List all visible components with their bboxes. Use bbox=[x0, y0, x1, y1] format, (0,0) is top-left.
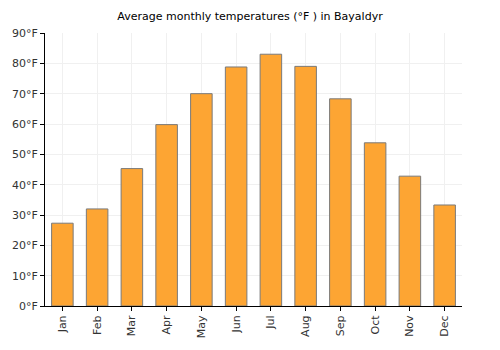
svg-text:Apr: Apr bbox=[160, 315, 173, 335]
svg-text:Mar: Mar bbox=[125, 315, 138, 336]
svg-text:Aug: Aug bbox=[299, 315, 312, 336]
svg-text:Sep: Sep bbox=[334, 315, 347, 336]
svg-text:Jan: Jan bbox=[56, 315, 69, 333]
svg-text:Dec: Dec bbox=[438, 315, 451, 336]
svg-text:70°F: 70°F bbox=[12, 88, 38, 101]
svg-text:Average monthly temperatures (: Average monthly temperatures (°F ) in Ba… bbox=[117, 10, 383, 23]
svg-text:60°F: 60°F bbox=[12, 118, 38, 131]
svg-text:10°F: 10°F bbox=[12, 270, 38, 283]
svg-text:20°F: 20°F bbox=[12, 239, 38, 252]
svg-text:30°F: 30°F bbox=[12, 209, 38, 222]
svg-text:Jun: Jun bbox=[230, 315, 243, 333]
svg-text:90°F: 90°F bbox=[12, 27, 38, 40]
svg-text:0°F: 0°F bbox=[19, 300, 38, 313]
svg-text:40°F: 40°F bbox=[12, 179, 38, 192]
svg-text:Oct: Oct bbox=[369, 315, 382, 335]
svg-text:80°F: 80°F bbox=[12, 57, 38, 70]
svg-text:50°F: 50°F bbox=[12, 148, 38, 161]
svg-text:May: May bbox=[195, 315, 208, 338]
svg-text:Feb: Feb bbox=[91, 315, 104, 334]
svg-text:Nov: Nov bbox=[403, 315, 416, 337]
svg-text:Jul: Jul bbox=[264, 315, 277, 329]
